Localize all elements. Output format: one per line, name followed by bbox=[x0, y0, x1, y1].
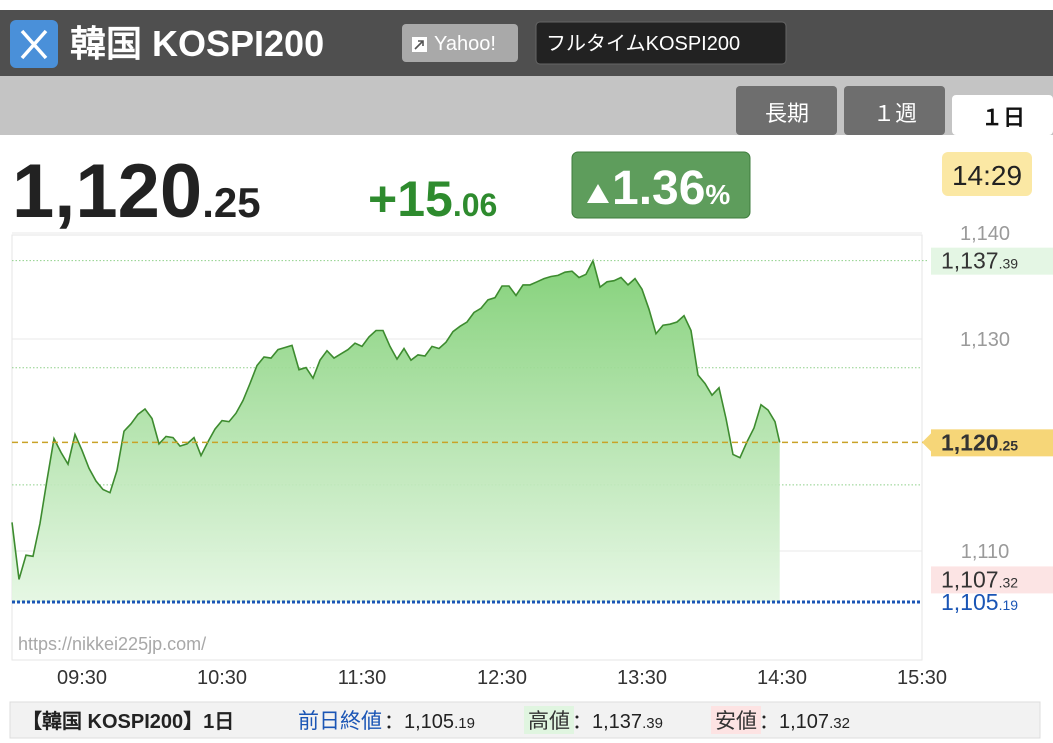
plot-frame bbox=[11, 234, 923, 661]
footer-value: ：1,137.39 bbox=[572, 711, 663, 733]
footer-title: 【韓国 KOSPI200】1日 bbox=[22, 709, 234, 733]
tabs: 長期 １週 １日 bbox=[736, 86, 1053, 135]
marker-label-bg bbox=[931, 566, 1053, 594]
x-tick-label: 13:30 bbox=[617, 667, 667, 689]
tab-bg bbox=[844, 86, 945, 135]
tab[interactable]: １日 bbox=[952, 95, 1053, 135]
x-tick-label: 11:30 bbox=[338, 667, 387, 689]
header-bar bbox=[0, 10, 1053, 76]
yahoo-button[interactable] bbox=[402, 24, 518, 62]
fulltime-button[interactable] bbox=[535, 21, 787, 65]
footer-label: 前日終値 bbox=[298, 710, 382, 733]
tab-bg bbox=[952, 95, 1053, 135]
footer-label: 高値 bbox=[528, 710, 570, 733]
y-tick-label: 1,130 bbox=[960, 329, 1010, 351]
footer-label-bg bbox=[711, 706, 761, 734]
time: 14:29 bbox=[952, 160, 1022, 191]
y-tick-label: 1,140 bbox=[960, 223, 1010, 245]
marker-label-bg bbox=[931, 247, 1053, 275]
tab-bg bbox=[736, 86, 837, 135]
yahoo-label[interactable]: Yahoo! bbox=[434, 33, 496, 55]
x-tick-label: 10:30 bbox=[197, 667, 247, 689]
tab-label[interactable]: １週 bbox=[873, 101, 917, 126]
price-line bbox=[11, 258, 781, 580]
change-pct: 1.36% bbox=[612, 162, 730, 215]
x-logo[interactable] bbox=[10, 20, 58, 68]
tab[interactable]: 長期 bbox=[736, 86, 837, 135]
time-badge bbox=[942, 152, 1032, 196]
price: 1,120.25 bbox=[12, 149, 261, 234]
x-tick-label: 14:30 bbox=[757, 667, 807, 689]
footer-items: 前日終値 ：1,105.19 高値 ：1,137.39 安値 ：1,107.32 bbox=[298, 706, 850, 734]
change-pct-badge bbox=[571, 151, 751, 219]
footer-label: 安値 bbox=[715, 710, 757, 733]
x-tick-label: 12:30 bbox=[477, 667, 527, 689]
marker-label: 1,107.32 bbox=[941, 566, 1018, 592]
change: +15.06 bbox=[368, 171, 497, 227]
tab-label[interactable]: 長期 bbox=[765, 101, 809, 126]
up-arrow bbox=[587, 184, 609, 203]
y-tick-label: 1,110 bbox=[961, 541, 1010, 563]
page-title: 韓国 KOSPI200 bbox=[70, 23, 324, 64]
fulltime-label[interactable]: フルタイムKOSPI200 bbox=[546, 32, 740, 55]
tab-label[interactable]: １日 bbox=[981, 105, 1025, 130]
footer-value: ：1,107.32 bbox=[759, 711, 850, 733]
area-fill bbox=[12, 260, 780, 602]
marker-label-bg bbox=[931, 429, 1053, 457]
tab[interactable]: １週 bbox=[844, 86, 945, 135]
marker-label: 1,120.25 bbox=[941, 429, 1018, 455]
chart: 1,1401,1301,1101,137.391,120.251,107.321… bbox=[11, 223, 1053, 689]
footer-value: ：1,105.19 bbox=[384, 711, 475, 733]
footer-label-bg bbox=[524, 706, 574, 734]
marker-pointer bbox=[922, 433, 931, 452]
x-tick-label: 15:30 bbox=[897, 667, 947, 689]
marker-label: 1,137.39 bbox=[941, 248, 1018, 274]
watermark: https://nikkei225jp.com/ bbox=[18, 634, 206, 654]
marker-label: 1,105.19 bbox=[941, 589, 1018, 615]
x-tick-label: 09:30 bbox=[57, 667, 107, 689]
